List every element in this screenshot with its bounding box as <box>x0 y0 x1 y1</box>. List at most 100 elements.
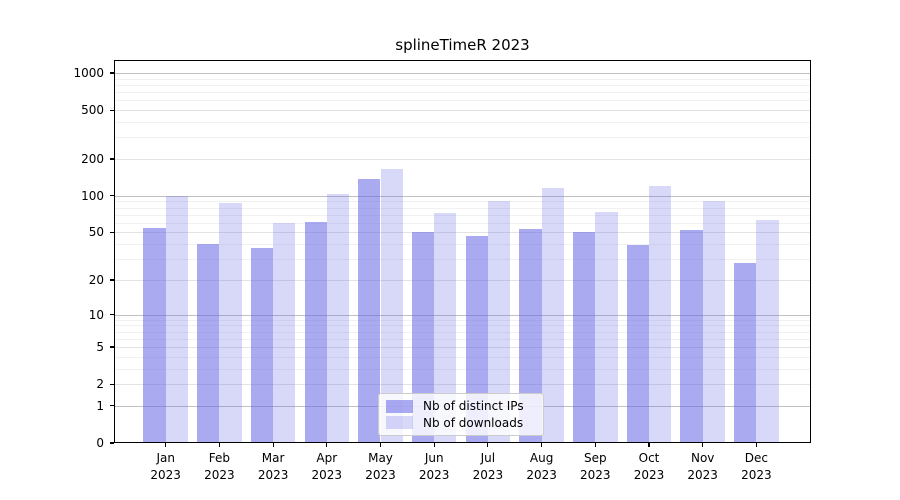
x-tick-mark <box>433 443 435 447</box>
x-tick-year: 2023 <box>204 467 235 482</box>
bar-downloads <box>273 222 296 443</box>
x-tick-month: Sep <box>583 451 607 465</box>
gridline <box>114 232 811 234</box>
y-tick-mark <box>110 279 114 281</box>
y-tick-mark <box>110 405 114 407</box>
bar-distinct-ips <box>626 245 649 443</box>
y-tick-label: 0 <box>96 436 104 450</box>
x-tick-month: Jun <box>424 451 444 465</box>
x-tick-year: 2023 <box>311 467 343 482</box>
gridline-minor <box>114 207 811 209</box>
y-tick-label: 200 <box>81 152 104 167</box>
x-tick-mark <box>165 443 167 447</box>
gridline <box>114 159 811 161</box>
gridline <box>114 195 811 197</box>
bar-downloads <box>165 195 188 443</box>
bar-downloads <box>702 201 725 443</box>
y-tick-mark <box>110 383 114 385</box>
y-tick-mark <box>110 72 114 74</box>
bar-downloads <box>487 201 511 443</box>
gridline-minor <box>114 244 811 246</box>
x-tick-label: Jul 2023 <box>448 450 528 483</box>
legend-label-downloads: Nb of downloads <box>423 415 524 430</box>
gridline-minor <box>114 92 811 94</box>
y-tick-mark <box>110 158 114 160</box>
bar-downloads <box>380 168 403 443</box>
bar-distinct-ips <box>411 232 435 443</box>
x-tick-month: Mar <box>261 451 285 465</box>
gridline-minor <box>114 325 811 327</box>
x-tick-month: Apr <box>316 451 338 465</box>
x-tick-month: May <box>368 451 393 465</box>
gridline <box>114 384 811 386</box>
legend-swatch-distinct-ips <box>386 399 413 413</box>
x-tick-year: 2023 <box>580 467 611 482</box>
bar-distinct-ips <box>573 232 596 443</box>
y-tick-mark <box>110 442 114 444</box>
y-tick-mark <box>110 313 114 316</box>
bar-downloads <box>595 211 618 443</box>
x-tick-mark <box>487 443 489 447</box>
gridline-minor <box>114 319 811 321</box>
gridline <box>114 73 811 75</box>
bar-distinct-ips <box>734 262 757 443</box>
x-tick-year: 2023 <box>418 467 450 482</box>
x-tick-year: 2023 <box>741 467 772 482</box>
x-tick-month: Jul <box>480 451 496 465</box>
gridline-minor <box>114 259 811 261</box>
y-tick-label: 20 <box>88 272 104 287</box>
y-tick-mark <box>110 195 114 197</box>
x-tick-month: Aug <box>529 451 554 465</box>
bar-distinct-ips <box>304 221 327 443</box>
legend-item-distinct-ips: Nb of distinct IPs <box>386 399 535 413</box>
x-tick-label: Jan 2023 <box>126 450 206 483</box>
bar-distinct-ips <box>197 244 220 443</box>
x-tick-year: 2023 <box>633 467 665 482</box>
legend: Nb of distinct IPs Nb of downloads <box>378 393 544 436</box>
bar-distinct-ips <box>465 235 488 443</box>
gridline-minor <box>114 368 811 370</box>
y-tick-label: 500 <box>81 103 104 118</box>
x-tick-mark <box>702 443 704 447</box>
x-tick-label: Jun 2023 <box>394 450 474 483</box>
y-tick-label: 100 <box>81 188 104 203</box>
gridline-minor <box>114 122 811 124</box>
x-tick-mark <box>218 443 220 447</box>
x-tick-year: 2023 <box>472 467 504 482</box>
y-tick-label: 1 <box>96 398 104 413</box>
gridline <box>114 279 811 281</box>
bar-downloads <box>434 213 457 443</box>
gridline-minor <box>114 100 811 102</box>
chart-title: splineTimeR 2023 <box>395 36 530 54</box>
gridline-minor <box>114 201 811 203</box>
x-tick-label: Oct 2023 <box>609 450 689 483</box>
x-tick-mark <box>755 443 757 447</box>
x-tick-year: 2023 <box>687 467 718 482</box>
x-tick-mark <box>326 443 328 447</box>
gridline-minor <box>114 356 811 358</box>
y-tick-label: 5 <box>96 340 104 355</box>
x-tick-label: Feb 2023 <box>179 450 259 483</box>
gridline-minor <box>114 331 811 333</box>
x-tick-label: Sep 2023 <box>555 450 635 483</box>
gridline-minor <box>114 338 811 340</box>
bar-distinct-ips <box>250 248 274 443</box>
y-tick-label: 1000 <box>73 66 104 81</box>
gridline <box>114 347 811 349</box>
gridline-minor <box>114 214 811 216</box>
x-tick-label: Apr 2023 <box>287 450 367 483</box>
y-tick-mark <box>110 346 114 348</box>
y-tick-mark <box>110 231 114 234</box>
bar-downloads <box>649 185 672 443</box>
x-tick-mark <box>272 443 274 447</box>
x-tick-year: 2023 <box>150 467 181 482</box>
gridline-minor <box>114 137 811 139</box>
bar-downloads <box>541 187 564 443</box>
x-tick-year: 2023 <box>365 467 396 482</box>
legend-item-downloads: Nb of downloads <box>386 416 535 430</box>
y-tick-label: 50 <box>88 225 104 240</box>
bar-downloads <box>326 194 350 443</box>
legend-label-distinct-ips: Nb of distinct IPs <box>423 399 524 414</box>
bar-distinct-ips <box>680 230 703 443</box>
